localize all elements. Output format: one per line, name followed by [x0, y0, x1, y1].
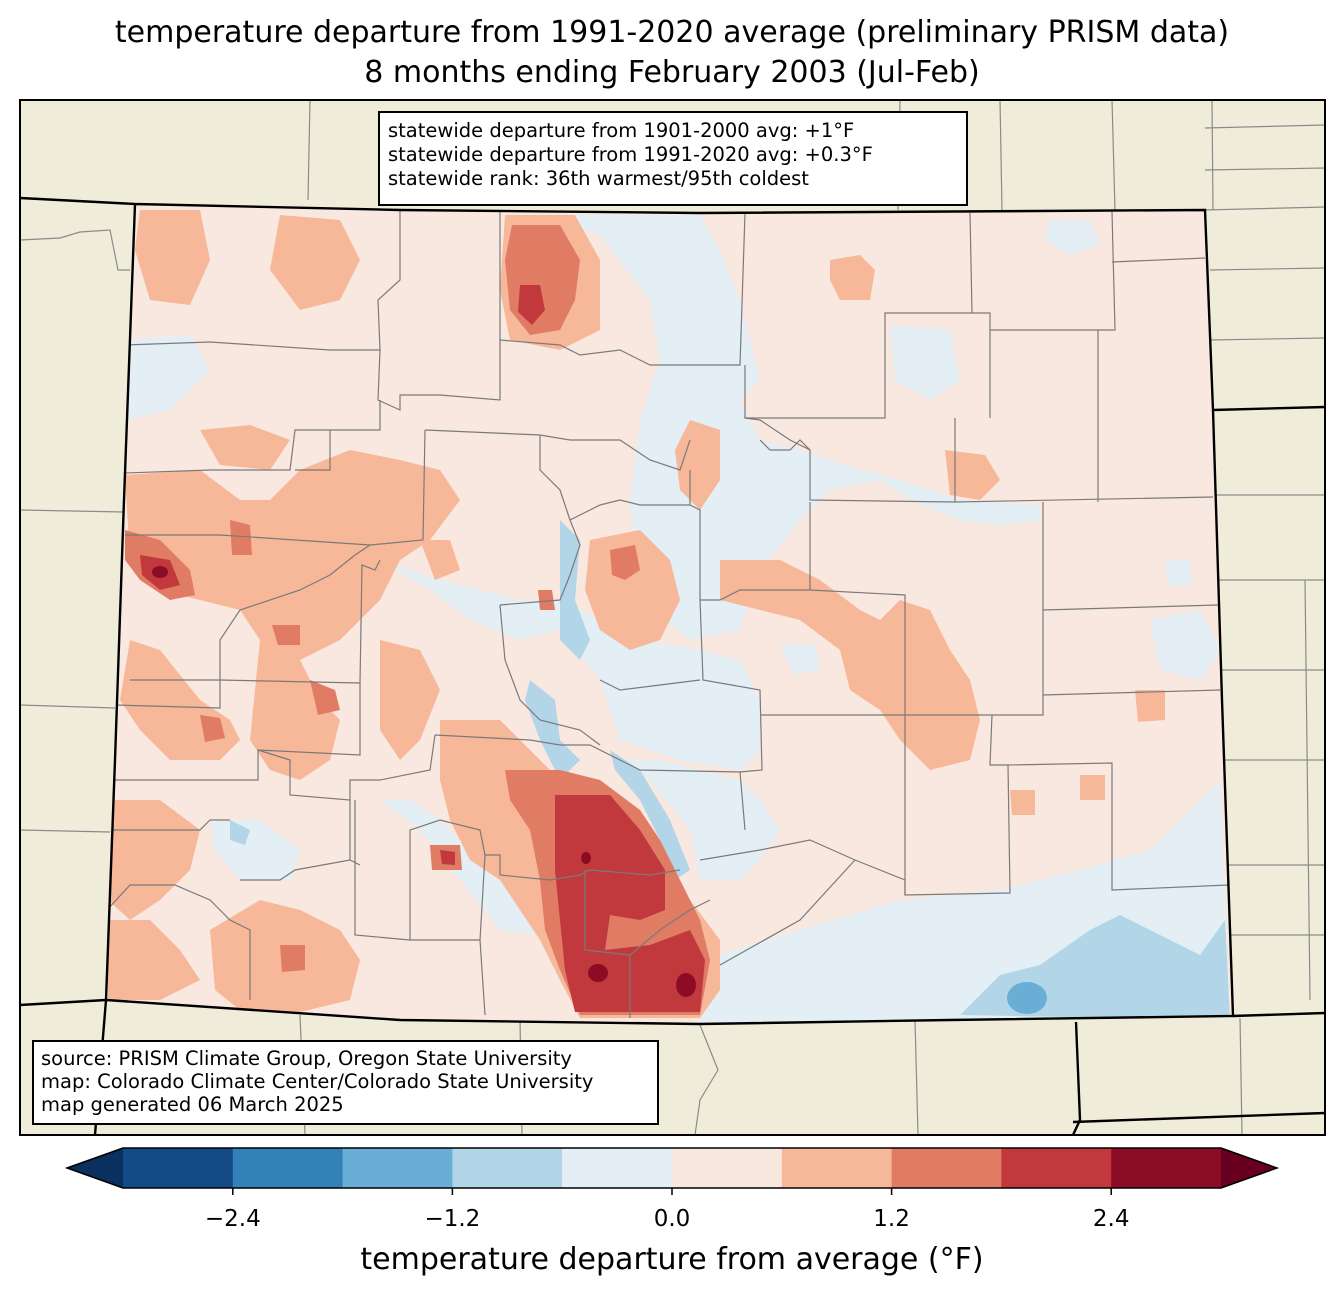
colorbar-label: temperature departure from average (°F)	[360, 1242, 984, 1277]
map-title-line-2: 8 months ending February 2003 (Jul-Feb)	[364, 55, 980, 90]
colorbar-tick-label: −1.2	[424, 1206, 481, 1232]
colorbar-swatch	[232, 1148, 344, 1188]
credits-generated: map generated 06 March 2025	[41, 1093, 344, 1116]
credits-map: map: Colorado Climate Center/Colorado St…	[41, 1070, 594, 1093]
colorbar-under-arrow	[67, 1148, 123, 1188]
credits-box: source: PRISM Climate Group, Oregon Stat…	[32, 1040, 659, 1125]
colorbar-swatch	[1001, 1148, 1112, 1188]
colorbar-tick-label: 0.0	[653, 1206, 691, 1232]
colorbar-swatch	[781, 1148, 893, 1188]
temperature-contours	[106, 204, 1233, 1024]
county-lines	[106, 210, 1229, 1018]
stats-departure-1901-2000: statewide departure from 1901-2000 avg: …	[388, 119, 855, 142]
credits-source: source: PRISM Climate Group, Oregon Stat…	[41, 1047, 572, 1070]
colorbar-swatch	[342, 1148, 453, 1188]
map-title-line-1: temperature departure from 1991-2020 ave…	[114, 15, 1230, 50]
colorbar	[64, 1147, 1280, 1195]
colorbar-swatch	[891, 1148, 1002, 1188]
colorbar-outline	[64, 1147, 1280, 1189]
colorbar-tick-label: 2.4	[1092, 1206, 1130, 1232]
colorbar-swatch	[562, 1148, 673, 1188]
map-frame	[19, 99, 1326, 1136]
colorbar-swatch	[672, 1148, 783, 1188]
stats-departure-1991-2020: statewide departure from 1991-2020 avg: …	[388, 143, 873, 166]
colorbar-swatch	[452, 1148, 563, 1188]
colorbar-swatch	[1111, 1148, 1222, 1188]
stats-rank: statewide rank: 36th warmest/95th coldes…	[388, 167, 809, 190]
colorbar-tick-label: −2.4	[204, 1206, 261, 1232]
colorbar-over-arrow	[1221, 1148, 1277, 1188]
colorbar-tick-label: 1.2	[873, 1206, 910, 1232]
colorbar-swatch	[123, 1148, 234, 1188]
statewide-stats-box: statewide departure from 1901-2000 avg: …	[378, 111, 968, 206]
